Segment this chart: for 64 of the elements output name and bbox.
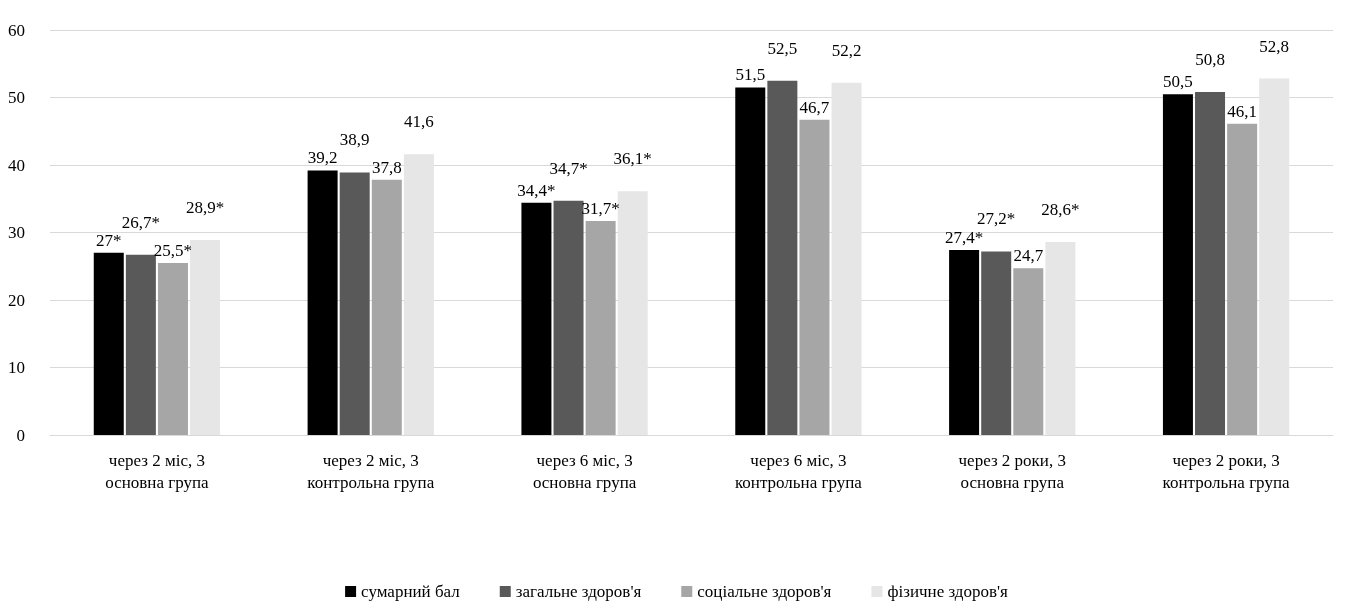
data-label: 50,8 [1195,50,1225,70]
bar [1227,123,1258,435]
bar [307,170,338,435]
bar [1013,268,1044,435]
legend-label: сумарний бал [361,582,461,601]
bar [1162,94,1193,435]
data-label: 51,5 [735,65,766,85]
data-label: 27,4* [944,228,984,248]
bar [190,239,221,435]
data-label: 28,9* [185,197,225,217]
data-label: 25,5* [153,240,193,260]
y-tick-label: 0 [16,425,25,445]
data-label: 38,9 [339,130,370,150]
x-tick-label: через 2 міс, 3 основна група [105,450,210,492]
data-label: 24,7 [1013,246,1044,266]
y-tick-label: 40 [8,155,25,175]
data-label: 41,6 [404,112,434,132]
bar [1259,78,1290,435]
x-tick-label: через 2 роки, 3 основна група [958,450,1066,492]
bar [981,251,1012,435]
y-tick-label: 50 [8,88,25,107]
data-label: 27,2* [977,209,1016,229]
data-label: 37,8 [371,157,402,177]
bar [767,80,798,435]
data-label: 36,1* [613,149,652,169]
bar [157,262,188,435]
bar [93,252,124,435]
bar [585,221,616,435]
bar [403,154,434,435]
data-label: 52,5 [767,38,798,58]
legend-label: фізичне здоров'я [887,582,1009,601]
data-label: 34,7* [549,158,588,178]
bar [1195,92,1226,435]
data-label: 46,1 [1227,101,1258,121]
x-tick-label: через 2 міс, 3 контрольна група [307,450,435,492]
y-tick-label: 30 [8,223,25,242]
bar [521,202,552,435]
data-label: 26,7* [121,212,160,232]
bar [949,250,980,435]
x-tick-label: через 6 міс, 3 основна група [532,450,637,492]
bar [1045,241,1076,435]
bar [617,191,648,435]
x-tick-label: через 2 роки, 3 контрольна група [1162,450,1290,492]
data-label: 52,8 [1259,36,1290,56]
y-tick-label: 10 [8,358,25,377]
data-label: 52,2 [831,40,862,60]
y-tick-label: 20 [8,290,25,310]
bar [831,82,862,435]
data-label: 34,4* [517,180,556,200]
bar [125,254,156,435]
data-label: 39,2 [307,148,338,168]
bar [371,179,402,435]
bar [735,87,766,435]
bar [799,119,830,435]
bar [339,172,370,435]
x-tick-label: через 6 міс, 3 контрольна група [734,450,863,492]
y-tick-label: 60 [8,20,25,40]
legend-label: соціальне здоров'я [697,582,832,601]
data-label: 50,5 [1163,72,1193,92]
legend-label: загальне здоров'я [515,582,642,601]
data-label: 27* [96,230,122,250]
data-label: 46,7 [799,97,830,117]
bar [553,200,584,435]
data-label: 28,6* [1041,199,1080,219]
